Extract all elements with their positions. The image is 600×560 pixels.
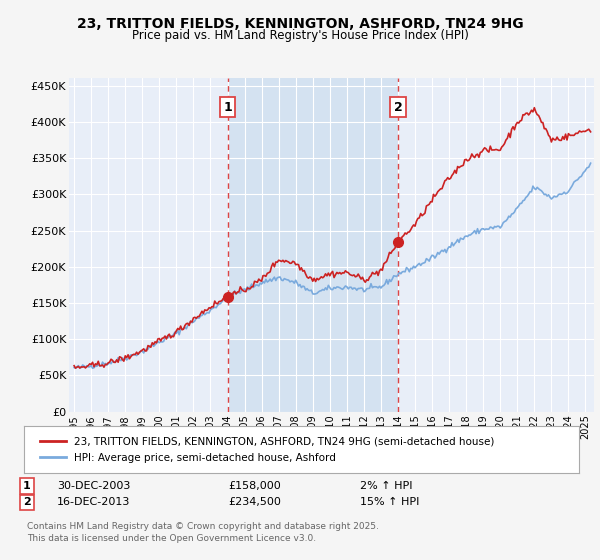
Text: 1: 1 xyxy=(23,481,31,491)
Text: 1: 1 xyxy=(223,101,232,114)
Text: 16-DEC-2013: 16-DEC-2013 xyxy=(57,497,130,507)
Text: £158,000: £158,000 xyxy=(228,481,281,491)
Text: 2: 2 xyxy=(23,497,31,507)
Text: Contains HM Land Registry data © Crown copyright and database right 2025.
This d: Contains HM Land Registry data © Crown c… xyxy=(27,522,379,543)
Legend: 23, TRITTON FIELDS, KENNINGTON, ASHFORD, TN24 9HG (semi-detached house), HPI: Av: 23, TRITTON FIELDS, KENNINGTON, ASHFORD,… xyxy=(35,431,500,468)
Text: 15% ↑ HPI: 15% ↑ HPI xyxy=(360,497,419,507)
Text: 2% ↑ HPI: 2% ↑ HPI xyxy=(360,481,413,491)
Text: £234,500: £234,500 xyxy=(228,497,281,507)
Text: Price paid vs. HM Land Registry's House Price Index (HPI): Price paid vs. HM Land Registry's House … xyxy=(131,29,469,42)
Text: 2: 2 xyxy=(394,101,403,114)
Text: 23, TRITTON FIELDS, KENNINGTON, ASHFORD, TN24 9HG: 23, TRITTON FIELDS, KENNINGTON, ASHFORD,… xyxy=(77,17,523,31)
Text: 30-DEC-2003: 30-DEC-2003 xyxy=(57,481,130,491)
Bar xyxy=(227,78,398,412)
